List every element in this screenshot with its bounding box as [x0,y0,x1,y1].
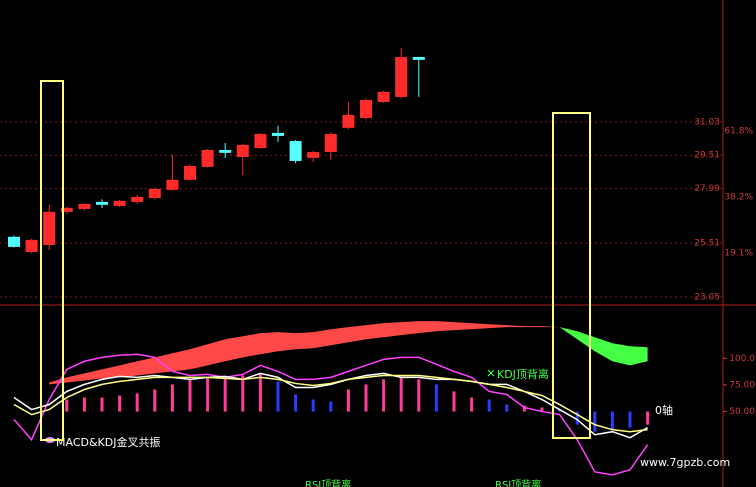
annotation: KDJ顶背离 [497,367,549,381]
histogram-bar [346,389,350,412]
annotation-cross [487,369,495,377]
plot: 31.03 29.51 27.99 25.51 23.05 61.8% 38.2% 19.1%… [0,48,755,487]
histogram-bar [487,399,491,412]
annotation: www.7gpzb.com [640,456,730,469]
annotation: RSI顶背离 [495,478,541,487]
histogram-bar [206,377,210,412]
histogram-bar [646,411,650,425]
histogram-bar [540,407,544,412]
candle-body [272,132,284,136]
candle-body [307,151,320,158]
histogram-bar [610,411,614,430]
annotation: MACD&KDJ金叉共振 [56,435,160,449]
highlight-box [40,80,64,441]
indicator-line [13,374,648,433]
histogram-bar [593,411,597,432]
candle-body [166,179,179,190]
histogram-bar [223,377,227,412]
candle-body [377,91,390,102]
highlight-box [552,112,591,439]
y-tick-label: 50.00 [729,407,755,417]
candle-body [236,144,249,157]
histogram-bar [434,384,438,412]
candle-body [360,99,372,118]
histogram-bar [382,379,386,412]
histogram-bar [153,389,157,412]
y-tick-label: 75.00 [729,380,755,390]
histogram-bar [399,377,403,412]
y-tick-label: 31.03 [694,117,720,127]
histogram-bar [276,381,280,412]
candle-body [324,133,337,152]
histogram-bar [311,399,315,412]
y-tick-label: 25.51 [694,238,720,248]
histogram-bar [470,397,474,412]
histogram-bar [558,409,562,412]
histogram-bar [417,379,421,412]
indicator-line [13,353,649,476]
histogram-bar [294,394,298,412]
candle-body [342,114,355,128]
candle-body [289,140,302,161]
histogram-bar [258,373,262,412]
band [49,321,560,385]
histogram-bar [364,384,368,412]
candle-body [96,201,108,205]
candle-body [25,239,38,252]
fib-label: 61.8% [724,126,753,136]
y-tick-label: 23.05 [694,292,720,302]
y-tick-label: 100.0 [729,354,755,364]
histogram-bar [452,391,456,412]
candle-body [78,203,91,209]
fib-label: 38.2% [724,192,753,202]
candle-body [201,149,214,167]
candle-body [43,211,56,245]
y-tick-label: 29.51 [694,151,720,161]
histogram-bar [188,379,192,412]
indicator-line [13,372,648,439]
candle-body [219,149,232,153]
annotation: RSI顶背离 [305,478,351,487]
candle-body [184,165,196,180]
histogram-bar [241,375,245,412]
candle-body [113,200,126,206]
histogram-bar [329,401,333,412]
histogram-bar [82,397,86,412]
y-tick-label: 27.99 [694,184,720,194]
candle-body [148,189,161,198]
histogram-bar [522,405,526,412]
candle-body [254,133,267,149]
histogram-bar [505,404,509,412]
candle-body [60,207,73,212]
histogram-bar [100,397,104,412]
annotation: 0轴 [655,403,673,417]
histogram-bar [135,393,139,412]
candle-body [395,57,408,97]
histogram-bar [575,411,579,425]
candle-body [131,196,144,202]
candle-body [8,236,20,247]
histogram-bar [118,395,122,412]
histogram-bar [65,399,69,412]
histogram-bar [170,384,174,412]
band [559,327,648,366]
fib-label: 19.1% [724,248,753,258]
candle-body [412,57,425,60]
histogram-bar [628,411,632,428]
